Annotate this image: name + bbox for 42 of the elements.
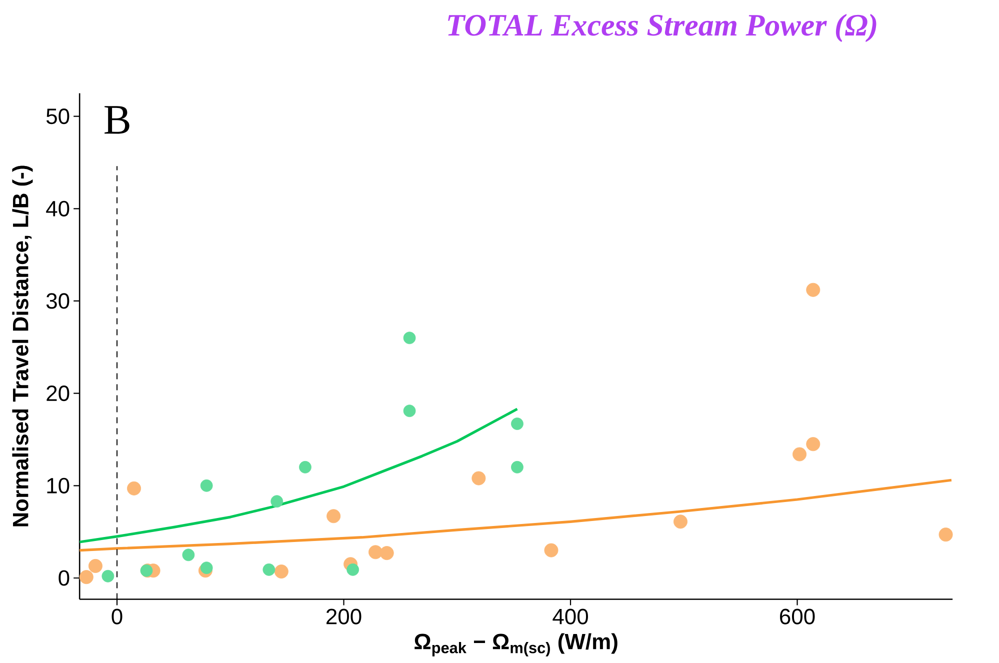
y-tick-label: 20 (46, 386, 70, 402)
point (182, 548, 195, 562)
y-axis-title: Normalised Travel Distance, L/B (-) (12, 166, 33, 526)
x-tick-label: 600 (780, 608, 815, 624)
point (806, 282, 820, 297)
point (806, 437, 820, 452)
point (792, 447, 807, 462)
point (511, 460, 524, 474)
point (403, 404, 416, 418)
point (127, 481, 142, 496)
point (274, 564, 288, 579)
point (102, 570, 114, 582)
point (200, 562, 213, 574)
line-series (78, 408, 519, 544)
point (938, 528, 953, 542)
point (262, 563, 276, 576)
x-tick-label: 200 (326, 608, 362, 624)
y-tick-label: 50 (46, 108, 70, 124)
point (673, 514, 688, 529)
y-tick-label: 40 (46, 200, 70, 216)
x-axis-title: Ω$_{peak}$ − Ω$_{m(sc)}$ (W/m) (414, 633, 618, 656)
y-tick-label: 30 (46, 293, 70, 309)
point (88, 558, 102, 573)
point (544, 543, 558, 558)
y-tick-label: 10 (47, 478, 70, 494)
point (380, 546, 394, 560)
x-tick-label: 0 (112, 608, 122, 624)
point (403, 332, 416, 344)
x-tick-label: 400 (552, 608, 588, 624)
point (326, 509, 341, 524)
line-series (78, 478, 953, 552)
annotation: B (104, 106, 130, 134)
point (270, 495, 284, 508)
point (346, 563, 360, 576)
point (79, 570, 94, 584)
y-tick-label: 0 (58, 570, 70, 586)
point (472, 471, 486, 486)
chart-title: TOTAL Excess Stream Power (Ω) (448, 14, 876, 42)
point (200, 479, 213, 492)
point (368, 545, 382, 560)
point (299, 460, 312, 474)
point (511, 418, 524, 430)
